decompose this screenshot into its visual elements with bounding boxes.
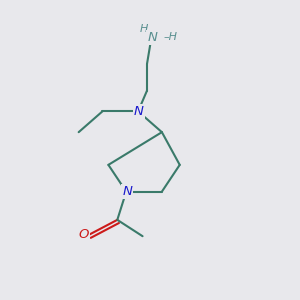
- Text: N: N: [122, 185, 132, 198]
- Text: O: O: [79, 228, 89, 241]
- Text: N: N: [134, 105, 144, 118]
- Text: H: H: [140, 24, 148, 34]
- Text: N: N: [147, 31, 157, 44]
- Text: –H: –H: [164, 32, 178, 42]
